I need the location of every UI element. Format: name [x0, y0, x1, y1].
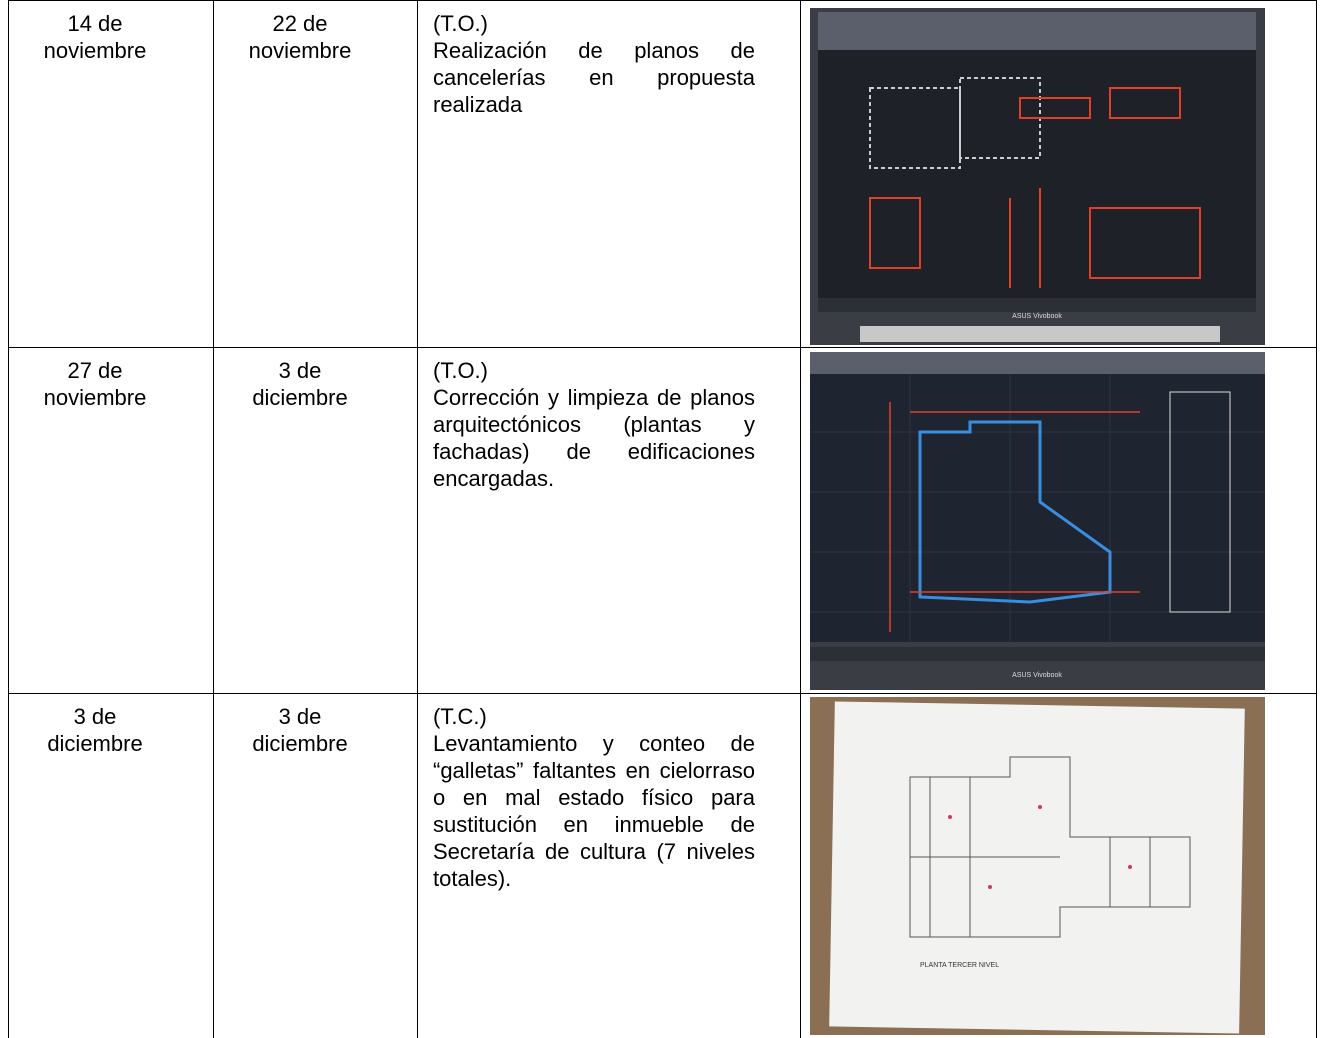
end-date: 3 de diciembre: [252, 704, 348, 756]
photo-text: ASUS Vivobook: [1012, 313, 1062, 320]
start-date: 3 de diciembre: [47, 704, 143, 756]
description: Realización de planos de cancelerías en …: [433, 38, 755, 117]
description: Levantamiento y conteo de “galletas” fal…: [433, 731, 755, 891]
end-date: 3 de diciembre: [252, 358, 348, 410]
photo: ASUS Vivobook: [810, 8, 1265, 345]
start-date: 14 de noviembre: [43, 11, 147, 63]
rule: [417, 0, 418, 1038]
photo-text: ASUS Vivobook: [1012, 672, 1062, 679]
description-cell: (T.O.) Corrección y limpieza de planos a…: [433, 357, 755, 492]
rule: [8, 0, 1317, 1]
rule: [8, 0, 9, 1038]
rule: [1316, 0, 1317, 1038]
photo: PLANTA TERCER NIVEL: [810, 697, 1265, 1035]
rule: [8, 347, 1317, 348]
type-tag: (T.C.): [433, 704, 487, 729]
rule: [800, 0, 801, 1038]
photo-text: PLANTA TERCER NIVEL: [920, 962, 999, 969]
rule: [213, 0, 214, 1038]
type-tag: (T.O.): [433, 358, 488, 383]
type-tag: (T.O.): [433, 11, 488, 36]
photo: ASUS Vivobook: [810, 352, 1265, 690]
description-cell: (T.O.) Realización de planos de canceler…: [433, 10, 755, 118]
description-cell: (T.C.) Levantamiento y conteo de “gallet…: [433, 703, 755, 892]
end-date: 22 de noviembre: [248, 11, 352, 63]
rule: [8, 693, 1317, 694]
description: Corrección y limpieza de planos arquitec…: [433, 385, 755, 491]
start-date: 27 de noviembre: [43, 358, 147, 410]
